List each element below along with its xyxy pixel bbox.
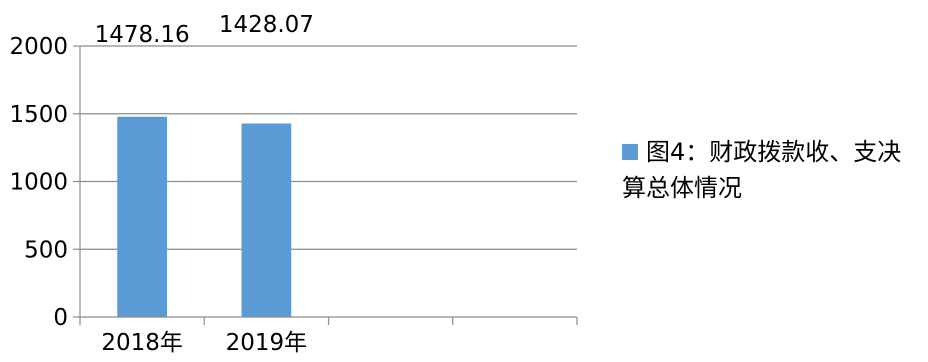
y-tick-label: 1500: [9, 102, 68, 128]
x-tick-label: 2018年: [101, 330, 183, 356]
x-tick-label: 2019年: [226, 330, 308, 356]
legend-swatch: [622, 144, 638, 160]
legend: 图4：财政拨款收、支决算总体情况: [622, 134, 922, 206]
y-tick-label: 0: [53, 305, 68, 331]
bar-2019年: [241, 123, 292, 317]
labels: 0 500 1000 1500 2000 2018年 2019年 1478.16 1428.07: [9, 12, 313, 356]
bar-2018年: [117, 116, 167, 317]
y-tick-label: 2000: [9, 34, 68, 60]
data-label: 1478.16: [95, 22, 190, 48]
axes: [73, 45, 578, 325]
bars: [117, 116, 292, 317]
y-tick-label: 500: [24, 237, 68, 263]
data-label: 1428.07: [219, 12, 314, 38]
legend-label: 图4：财政拨款收、支决算总体情况: [622, 138, 902, 202]
y-tick-label: 1000: [9, 170, 68, 196]
